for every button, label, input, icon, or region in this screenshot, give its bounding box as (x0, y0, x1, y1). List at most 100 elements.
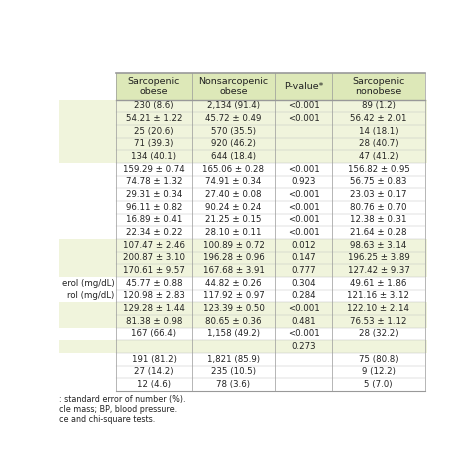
Bar (59, 264, 427, 277)
Text: 196.25 ± 3.89: 196.25 ± 3.89 (347, 254, 410, 263)
Text: 570 (35.5): 570 (35.5) (211, 127, 256, 136)
Text: 920 (46.2): 920 (46.2) (211, 139, 256, 148)
Text: 100.89 ± 0.72: 100.89 ± 0.72 (202, 241, 264, 250)
Text: <0.001: <0.001 (288, 329, 319, 338)
Text: 75 (80.8): 75 (80.8) (359, 355, 398, 364)
Text: <0.001: <0.001 (288, 101, 319, 110)
Text: 230 (8.6): 230 (8.6) (134, 101, 174, 110)
Text: cle mass; BP, blood pressure.: cle mass; BP, blood pressure. (59, 405, 177, 414)
Text: 167 (66.4): 167 (66.4) (131, 329, 176, 338)
Text: 49.61 ± 1.86: 49.61 ± 1.86 (350, 279, 407, 288)
Text: : standard error of number (%).: : standard error of number (%). (59, 395, 186, 404)
Bar (59, 125, 427, 137)
Text: 5 (7.0): 5 (7.0) (364, 380, 393, 389)
Text: 16.89 ± 0.41: 16.89 ± 0.41 (126, 215, 182, 224)
Text: 25 (20.6): 25 (20.6) (134, 127, 174, 136)
Text: 27 (14.2): 27 (14.2) (134, 367, 174, 376)
Text: 23.03 ± 0.17: 23.03 ± 0.17 (350, 190, 407, 199)
Text: 1,821 (85.9): 1,821 (85.9) (207, 355, 260, 364)
Text: ce and chi-square tests.: ce and chi-square tests. (59, 415, 155, 424)
Text: Sarcopenic
nonobese: Sarcopenic nonobese (352, 77, 405, 96)
Text: 644 (18.4): 644 (18.4) (211, 152, 256, 161)
Bar (59, 201, 427, 214)
Text: <0.001: <0.001 (288, 114, 319, 123)
Text: <0.001: <0.001 (288, 165, 319, 174)
Text: 134 (40.1): 134 (40.1) (131, 152, 176, 161)
Bar (59, 214, 427, 226)
Text: erol (mg/dL): erol (mg/dL) (62, 279, 114, 288)
Text: 12 (4.6): 12 (4.6) (137, 380, 171, 389)
Text: 2,134 (91.4): 2,134 (91.4) (207, 101, 260, 110)
Text: P-value*: P-value* (284, 82, 323, 91)
Text: 81.38 ± 0.98: 81.38 ± 0.98 (126, 317, 182, 326)
Text: 235 (10.5): 235 (10.5) (211, 367, 256, 376)
Text: 78 (3.6): 78 (3.6) (217, 380, 250, 389)
Text: 28 (40.7): 28 (40.7) (359, 139, 398, 148)
Text: 71 (39.3): 71 (39.3) (134, 139, 173, 148)
Text: 74.78 ± 1.32: 74.78 ± 1.32 (126, 177, 182, 186)
Bar (59, 378, 427, 391)
Text: 0.923: 0.923 (292, 177, 316, 186)
Text: 90.24 ± 0.24: 90.24 ± 0.24 (205, 203, 262, 212)
Text: 0.777: 0.777 (292, 266, 316, 275)
Text: 191 (81.2): 191 (81.2) (132, 355, 176, 364)
Text: 47 (41.2): 47 (41.2) (359, 152, 398, 161)
Text: 74.91 ± 0.34: 74.91 ± 0.34 (205, 177, 262, 186)
Text: 12.38 ± 0.31: 12.38 ± 0.31 (350, 215, 407, 224)
Text: 76.53 ± 1.12: 76.53 ± 1.12 (350, 317, 407, 326)
Text: 200.87 ± 3.10: 200.87 ± 3.10 (123, 254, 185, 263)
Text: 44.82 ± 0.26: 44.82 ± 0.26 (205, 279, 262, 288)
Text: 167.68 ± 3.91: 167.68 ± 3.91 (202, 266, 264, 275)
Text: 21.64 ± 0.28: 21.64 ± 0.28 (350, 228, 407, 237)
Text: 0.304: 0.304 (292, 279, 316, 288)
Text: 98.63 ± 3.14: 98.63 ± 3.14 (350, 241, 407, 250)
Text: 89 (1.2): 89 (1.2) (362, 101, 395, 110)
Text: 0.012: 0.012 (292, 241, 316, 250)
Text: 196.28 ± 0.96: 196.28 ± 0.96 (202, 254, 264, 263)
Text: rol (mg/dL): rol (mg/dL) (67, 292, 114, 301)
Bar (59, 100, 427, 112)
Text: 107.47 ± 2.46: 107.47 ± 2.46 (123, 241, 185, 250)
Text: 14 (18.1): 14 (18.1) (359, 127, 398, 136)
Text: 28.10 ± 0.11: 28.10 ± 0.11 (205, 228, 262, 237)
Text: 129.28 ± 1.44: 129.28 ± 1.44 (123, 304, 185, 313)
Text: <0.001: <0.001 (288, 203, 319, 212)
Text: 56.75 ± 0.83: 56.75 ± 0.83 (350, 177, 407, 186)
Text: <0.001: <0.001 (288, 228, 319, 237)
Text: 45.72 ± 0.49: 45.72 ± 0.49 (205, 114, 262, 123)
Text: 1,158 (49.2): 1,158 (49.2) (207, 329, 260, 338)
Text: 159.29 ± 0.74: 159.29 ± 0.74 (123, 165, 185, 174)
Text: 165.06 ± 0.28: 165.06 ± 0.28 (202, 165, 264, 174)
Bar (59, 365, 427, 378)
Text: Nonsarcopenic
obese: Nonsarcopenic obese (199, 77, 268, 96)
Text: 0.147: 0.147 (292, 254, 316, 263)
Text: <0.001: <0.001 (288, 304, 319, 313)
Text: <0.001: <0.001 (288, 190, 319, 199)
Text: 0.273: 0.273 (292, 342, 316, 351)
Bar (59, 315, 427, 328)
Text: 45.77 ± 0.88: 45.77 ± 0.88 (126, 279, 182, 288)
Text: <0.001: <0.001 (288, 215, 319, 224)
Text: 0.284: 0.284 (292, 292, 316, 301)
Text: 156.82 ± 0.95: 156.82 ± 0.95 (347, 165, 410, 174)
Bar (59, 239, 427, 252)
Text: 29.31 ± 0.34: 29.31 ± 0.34 (126, 190, 182, 199)
Text: 28 (32.2): 28 (32.2) (359, 329, 398, 338)
Text: 121.16 ± 3.12: 121.16 ± 3.12 (347, 292, 410, 301)
Text: 170.61 ± 9.57: 170.61 ± 9.57 (123, 266, 185, 275)
Text: 117.92 ± 0.97: 117.92 ± 0.97 (202, 292, 264, 301)
Text: Sarcopenic
obese: Sarcopenic obese (128, 77, 180, 96)
Text: 80.65 ± 0.36: 80.65 ± 0.36 (205, 317, 262, 326)
Text: 96.11 ± 0.82: 96.11 ± 0.82 (126, 203, 182, 212)
Text: 54.21 ± 1.22: 54.21 ± 1.22 (126, 114, 182, 123)
Bar (59, 226, 427, 239)
Text: 21.25 ± 0.15: 21.25 ± 0.15 (205, 215, 262, 224)
Bar (59, 188, 427, 201)
Text: 127.42 ± 9.37: 127.42 ± 9.37 (347, 266, 410, 275)
Text: 9 (12.2): 9 (12.2) (362, 367, 395, 376)
Bar (59, 290, 427, 302)
Bar (59, 175, 427, 188)
Text: 0.481: 0.481 (292, 317, 316, 326)
Text: 56.42 ± 2.01: 56.42 ± 2.01 (350, 114, 407, 123)
Bar (59, 353, 427, 365)
